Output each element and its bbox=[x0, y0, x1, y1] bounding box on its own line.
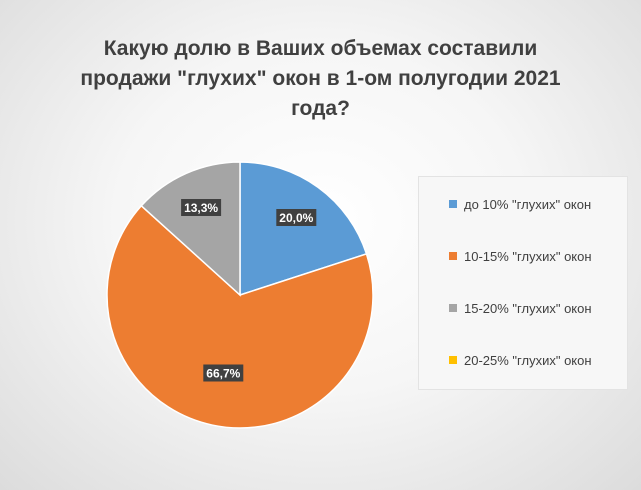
legend-swatch bbox=[449, 252, 457, 260]
legend-swatch bbox=[449, 356, 457, 364]
pie-slice bbox=[239, 161, 368, 297]
legend-label: 10-15% "глухих" окон bbox=[464, 248, 592, 264]
legend-swatch bbox=[449, 304, 457, 312]
chart-title-line: Какую долю в Ваших объемах составили bbox=[103, 37, 538, 60]
chart-title-line: года? bbox=[291, 97, 350, 120]
data-label-text: 20,0% bbox=[279, 211, 313, 225]
pie-slice bbox=[140, 161, 241, 297]
data-label-box bbox=[203, 364, 244, 382]
legend-item: 10-15% "глухих" окон bbox=[449, 248, 592, 264]
data-label: 13,3% bbox=[181, 199, 222, 216]
legend-item: до 10% "глухих" окон bbox=[449, 196, 591, 212]
legend-swatch bbox=[449, 200, 457, 208]
legend-label: до 10% "глухих" окон bbox=[464, 196, 592, 212]
data-label-box bbox=[181, 199, 222, 216]
data-label: 66,7% bbox=[203, 364, 244, 382]
legend-item: 15-20% "глухих" окон bbox=[449, 300, 592, 316]
legend-item: 20-25% "глухих" окон bbox=[449, 352, 592, 368]
data-label: 20,0% bbox=[276, 209, 317, 226]
chart-title-line: продажи "глухих" окон в 1-ом полугодии 2… bbox=[80, 67, 561, 90]
legend-label: 20-25% "глухих" окон bbox=[464, 352, 592, 368]
data-label-text: 66,7% bbox=[206, 367, 240, 381]
data-label-text: 13,3% bbox=[184, 201, 218, 215]
legend-label: 15-20% "глухих" окон bbox=[464, 300, 592, 316]
chart-title: Какую долю в Ваших объемах составили про… bbox=[60, 34, 581, 124]
legend: до 10% "глухих" окон 10-15% "глухих" око… bbox=[418, 176, 628, 390]
data-label-box bbox=[276, 209, 317, 226]
pie-slice bbox=[106, 204, 374, 429]
